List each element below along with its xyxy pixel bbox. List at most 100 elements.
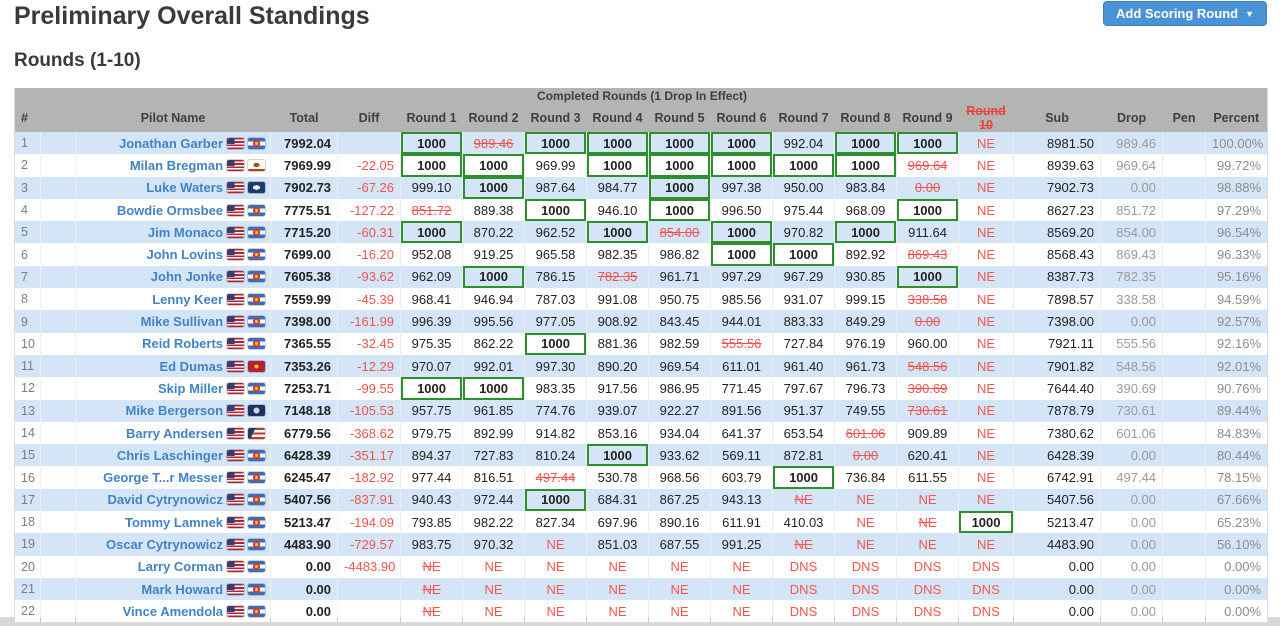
pilot-name-link[interactable]: Mike Sullivan [140, 314, 224, 330]
round-8-cell: DNS [834, 555, 897, 578]
pen-cell [1162, 176, 1206, 199]
round-1-cell: 970.07 [400, 354, 463, 378]
sub-cell: 7921.11 [1013, 332, 1101, 355]
round-8-cell: NE [834, 533, 897, 556]
round-4-cell: 1000 [586, 154, 649, 177]
drop-cell: 0.00 [1100, 444, 1163, 467]
pilot-name-link[interactable]: Ed Dumas [159, 358, 224, 374]
round-8-cell: 999.15 [834, 288, 897, 311]
round-1-cell: NE [400, 600, 463, 623]
pilot-name-link[interactable]: Skip Miller [158, 380, 224, 396]
percent-cell: 90.76% [1205, 377, 1268, 400]
spacer-cell [40, 533, 76, 556]
pilot-name-link[interactable]: Lenny Keer [152, 291, 224, 307]
round-5-cell: 969.54 [648, 354, 711, 378]
round-10-cell: NE [958, 154, 1014, 177]
drop-cell: 601.06 [1100, 421, 1163, 445]
pilot-name-link[interactable]: Mike Bergerson [125, 403, 224, 419]
pilot-name-link[interactable]: Reid Roberts [142, 336, 224, 352]
sub-cell: 8568.43 [1013, 243, 1101, 266]
percent-cell: 96.33% [1205, 243, 1268, 266]
total-cell: 4483.90 [270, 533, 338, 556]
round-1-cell: 962.09 [400, 265, 463, 289]
colorado-flag-icon [248, 472, 266, 484]
total-cell: 5213.47 [270, 511, 338, 534]
round-3-cell: 774.76 [524, 399, 587, 422]
diff-cell: -32.45 [337, 332, 401, 355]
pilot-name-link[interactable]: Jim Monaco [147, 224, 224, 240]
round-3-cell: 786.15 [524, 265, 587, 289]
round-6-cell: 603.79 [710, 466, 773, 489]
pilot-name-link[interactable]: Jonathan Garber [119, 135, 224, 151]
round-7-cell: 883.33 [772, 310, 835, 333]
round-7-cell: NE [772, 488, 835, 512]
pilot-cell: Reid Roberts [75, 332, 271, 355]
pilot-name-link[interactable]: Barry Andersen [125, 425, 224, 441]
pilot-name-link[interactable]: Chris Laschinger [116, 447, 224, 463]
round-3-cell: 497.44 [524, 466, 587, 489]
pilot-cell: Ed Dumas [75, 354, 271, 378]
pilot-name-link[interactable]: David Cytrynowicz [107, 492, 224, 508]
pilot-name-link[interactable]: Mark Howard [141, 581, 224, 597]
pilot-name-link[interactable]: Oscar Cytrynowicz [105, 536, 224, 552]
percent-cell: 56.10% [1205, 533, 1268, 556]
rank-cell: 19 [14, 533, 41, 556]
usa-flag-icon [227, 405, 245, 417]
table-row: 8 Lenny Keer 7559.99 -45.39 968.41 946.94 787.… [14, 288, 1268, 311]
rank-cell: 10 [14, 332, 41, 355]
pilot-name-link[interactable]: John Jonke [150, 269, 224, 285]
rounds-section-title: Rounds (1-10) [14, 50, 141, 71]
total-cell: 7699.00 [270, 243, 338, 266]
round-8-cell: DNS [834, 600, 897, 623]
pilot-name-link[interactable]: Tommy Lamnek [125, 514, 224, 530]
rank-cell: 21 [14, 577, 41, 601]
round-9-cell: 338.58 [896, 288, 959, 311]
diff-cell: -12.29 [337, 354, 401, 378]
round-4-cell: 982.35 [586, 243, 649, 266]
round-8-cell: 0.00 [834, 444, 897, 467]
colorado-flag-icon [248, 494, 266, 506]
usa-flag-icon [227, 182, 245, 194]
round-5-cell: 961.71 [648, 265, 711, 289]
rank-cell: 12 [14, 377, 41, 400]
pen-cell [1162, 466, 1206, 489]
round-10-cell: NE [958, 399, 1014, 422]
pilot-name-link[interactable]: Bowdie Ormsbee [116, 202, 224, 218]
pilot-name-link[interactable]: Larry Corman [137, 559, 224, 575]
round-8-cell: 749.55 [834, 399, 897, 422]
rank-cell: 20 [14, 555, 41, 578]
round-2-cell: 816.51 [462, 466, 525, 489]
round-6-cell: 611.91 [710, 511, 773, 534]
add-scoring-round-button[interactable]: Add Scoring Round ▼ [1103, 1, 1267, 26]
pilot-name-link[interactable]: George T...r Messer [103, 470, 224, 486]
spacer-cell [40, 243, 76, 266]
round-9-cell: 911.64 [896, 221, 959, 244]
round-9-cell: 730.61 [896, 399, 959, 422]
pilot-name-link[interactable]: Luke Waters [146, 180, 224, 196]
round-7-cell: 727.84 [772, 332, 835, 355]
pilot-name-link[interactable]: John Lovins [146, 247, 224, 263]
col-header-round-8: Round 8 [834, 104, 897, 132]
round-3-cell: 810.24 [524, 444, 587, 467]
round-5-cell: NE [648, 555, 711, 578]
pilot-name-link[interactable]: Milan Bregman [129, 157, 224, 173]
col-header-round-1: Round 1 [400, 104, 463, 132]
table-row: 18 Tommy Lamnek 5213.47 -194.09 793.85 982.22… [14, 511, 1268, 534]
drop-cell: 0.00 [1100, 488, 1163, 512]
round-9-cell: NE [896, 511, 959, 534]
round-10-cell: NE [958, 288, 1014, 311]
table-row: 5 Jim Monaco 7715.20 -60.31 1000 870.22 962.52… [14, 221, 1268, 244]
spacer-cell [40, 555, 76, 578]
diff-cell: -60.31 [337, 221, 401, 244]
round-9-cell: 0.00 [896, 310, 959, 333]
percent-cell: 65.23% [1205, 511, 1268, 534]
round-5-cell: 890.16 [648, 511, 711, 534]
round-5-cell: 934.04 [648, 421, 711, 445]
pilot-cell: David Cytrynowicz [75, 488, 271, 512]
spacer-cell [40, 377, 76, 400]
rank-cell: 9 [14, 310, 41, 333]
drop-cell: 338.58 [1100, 288, 1163, 311]
standings-tbody: 1 Jonathan Garber 7992.04 1000 989.46 1000 100… [14, 132, 1268, 623]
pilot-name-link[interactable]: Vince Amendola [122, 603, 224, 619]
round-5-cell: 854.00 [648, 221, 711, 244]
